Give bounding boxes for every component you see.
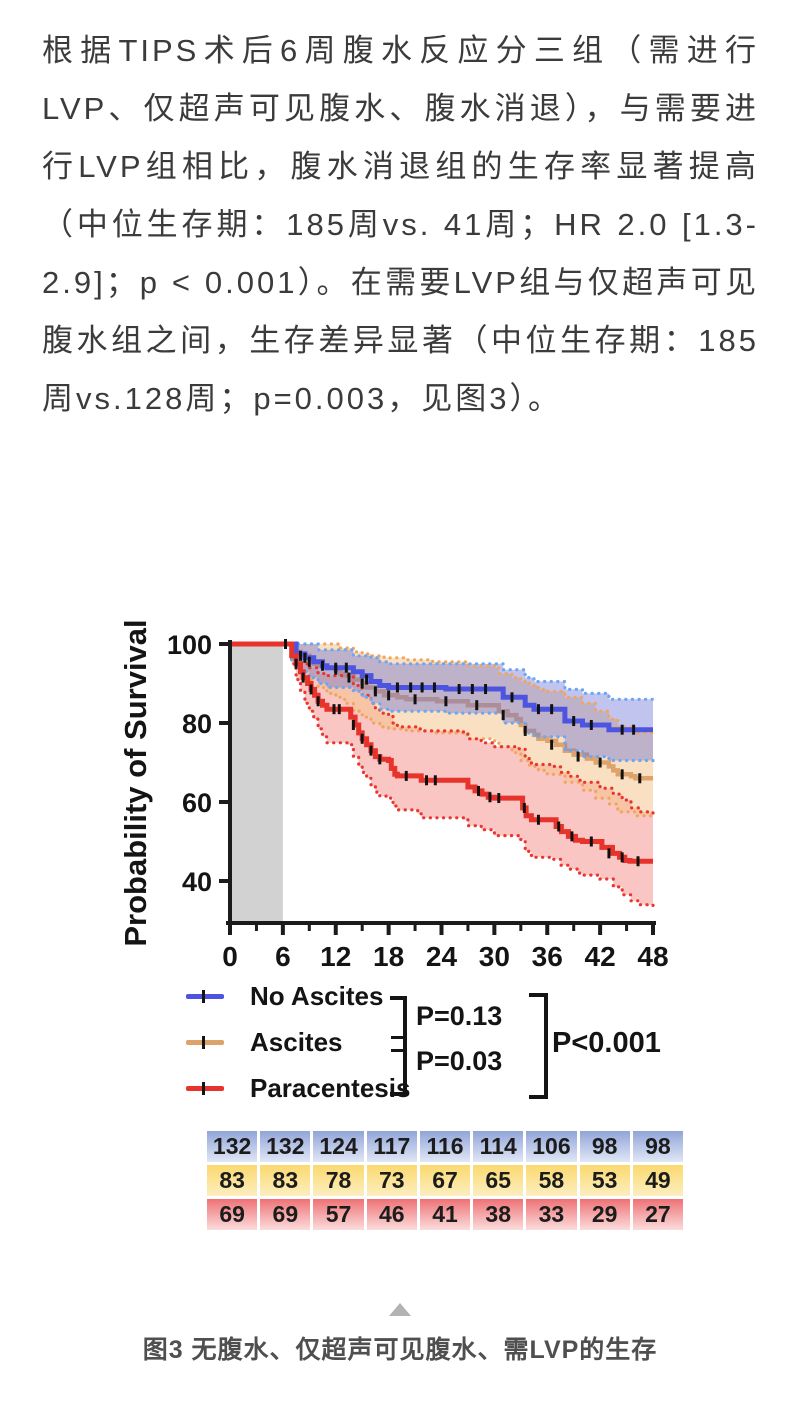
risk-cell: 106 [526,1131,577,1162]
pvalue-ascites-vs-paracentesis: P=0.03 [416,1046,503,1076]
risk-cell: 69 [260,1199,311,1230]
risk-cell: 58 [526,1165,577,1196]
risk-cell: 132 [260,1131,311,1162]
risk-cell: 78 [313,1165,364,1196]
risk-cell: 73 [366,1165,417,1196]
svg-text:6: 6 [275,941,291,972]
svg-text:100: 100 [167,630,212,660]
km-chart: 40 60 80 100 0 6 12 18 24 30 36 42 48 Probability of… [120,619,669,972]
survival-figure: 40 60 80 100 0 6 12 18 24 30 36 42 48 Probability of… [120,590,700,1250]
paragraph: 根据TIPS术后6周腹水反应分三组（需进行LVP、仅超声可见腹水、腹水消退），与… [42,33,759,416]
risk-cell: 33 [526,1199,577,1230]
risk-cell: 132 [207,1131,258,1162]
figure-caption: 图3 无腹水、仅超声可见腹水、需LVP的生存 [142,1336,658,1364]
risk-cell: 53 [579,1165,630,1196]
legend-item-ascites: Ascites [186,1026,343,1057]
risk-cell: 98 [579,1131,630,1162]
pvalue-no-ascites-vs-ascites: P=0.13 [416,1001,503,1031]
risk-cell: 117 [366,1131,417,1162]
pvalue-overall: P<0.001 [552,1027,661,1059]
paracentesis-line-icon [186,1081,224,1095]
legend-item-paracentesis: Paracentesis [186,1072,411,1103]
ascites-line-icon [186,1035,224,1049]
numbers-at-risk-table: 132 132 124 117 116 114 106 98 98 83 83 78 73 67 65 58 5… [207,1131,683,1230]
inner-comparison-bracket [390,996,407,1096]
svg-text:24: 24 [426,941,458,972]
svg-text:40: 40 [182,867,212,897]
risk-cell: 69 [207,1199,258,1230]
svg-text:80: 80 [182,709,212,739]
up-triangle-icon [389,1303,411,1316]
svg-text:60: 60 [182,788,212,818]
svg-text:0: 0 [222,941,238,972]
risk-cell: 116 [419,1131,471,1162]
svg-text:30: 30 [479,941,510,972]
risk-cell: 38 [473,1199,524,1230]
risk-cell: 41 [419,1199,471,1230]
y-axis-label: Probability of Survival [120,619,153,946]
no-ascites-line-icon [186,989,224,1003]
svg-text:18: 18 [373,941,404,972]
risk-cell: 83 [260,1165,311,1196]
outer-comparison-bracket [529,993,548,1099]
legend-label: Ascites [250,1026,343,1057]
risk-cell: 114 [473,1131,524,1162]
risk-cell: 124 [313,1131,364,1162]
legend-label: Paracentesis [250,1072,411,1103]
svg-text:42: 42 [585,941,616,972]
svg-text:36: 36 [532,941,563,972]
legend-item-no-ascites: No Ascites [186,980,384,1011]
svg-text:12: 12 [320,941,351,972]
risk-cell: 49 [632,1165,683,1196]
risk-cell: 67 [419,1165,471,1196]
risk-cell: 29 [579,1199,630,1230]
risk-cell: 83 [207,1165,258,1196]
risk-cell: 57 [313,1199,364,1230]
risk-cell: 27 [632,1199,683,1230]
inner-bracket-middle-tick [391,1036,403,1052]
svg-text:48: 48 [637,941,668,972]
risk-cell: 98 [632,1131,683,1162]
risk-cell: 65 [473,1165,524,1196]
legend-label: No Ascites [250,980,384,1011]
risk-cell: 46 [366,1199,417,1230]
